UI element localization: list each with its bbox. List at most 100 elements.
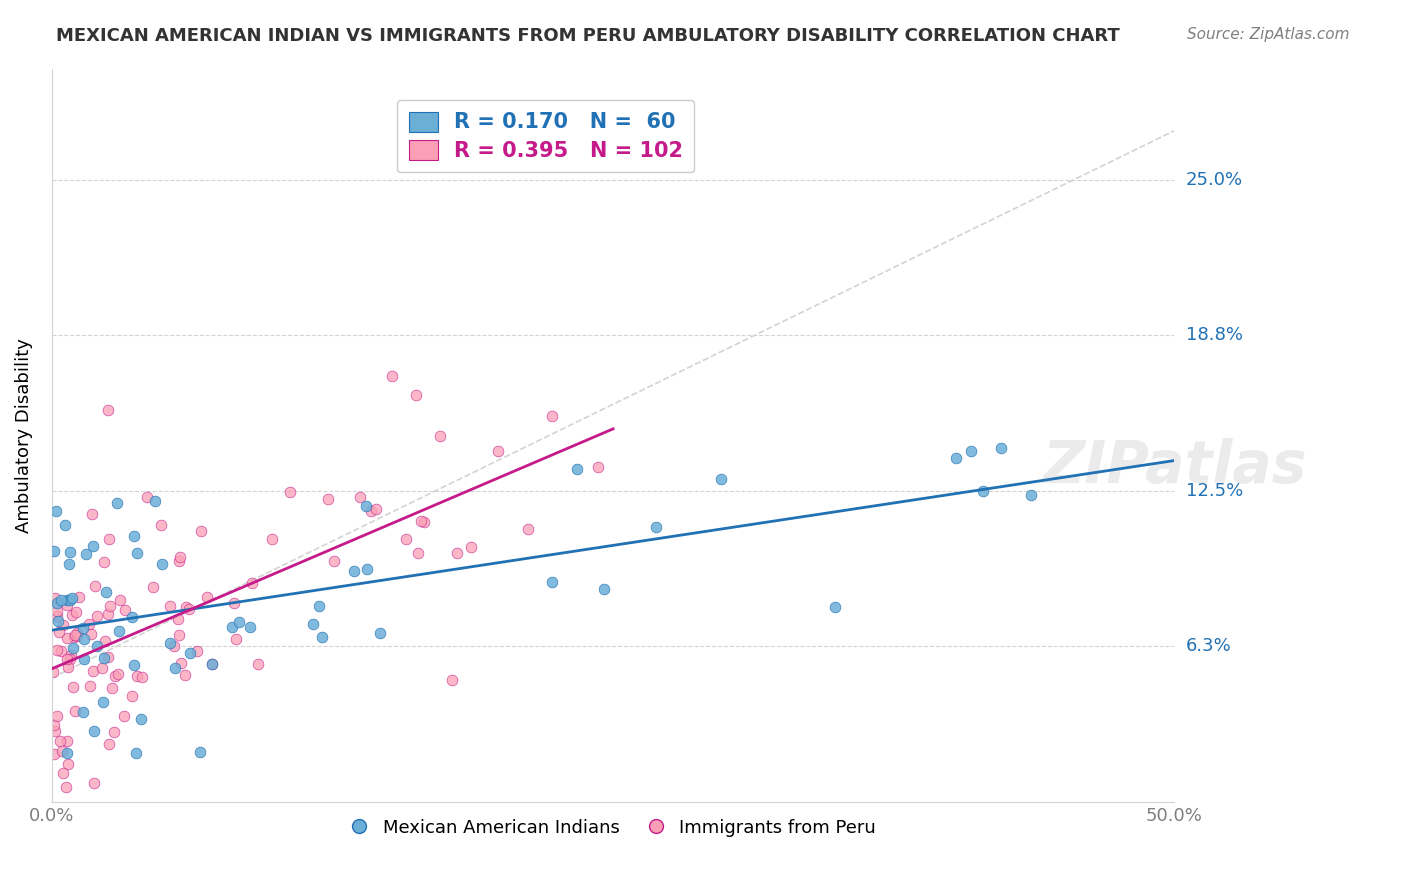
Point — [66, 626, 89, 640]
Point — [63, 628, 86, 642]
Point — [79, 680, 101, 694]
Point — [142, 580, 165, 594]
Point — [121, 689, 143, 703]
Point — [186, 644, 208, 658]
Point — [49, 733, 72, 747]
Point — [80, 507, 103, 521]
Point — [104, 669, 127, 683]
Point — [159, 599, 181, 613]
Point — [46, 709, 69, 723]
Point — [166, 612, 188, 626]
Point — [486, 444, 509, 458]
Point — [76, 547, 98, 561]
Point — [122, 529, 145, 543]
Point — [409, 514, 432, 528]
Point — [72, 706, 94, 720]
Point — [51, 765, 73, 780]
Point — [44, 724, 66, 739]
Point — [406, 546, 429, 560]
Point — [56, 746, 79, 760]
Point — [188, 745, 211, 759]
Point — [56, 632, 79, 646]
Point — [349, 490, 371, 504]
Point — [302, 617, 325, 632]
Point — [225, 632, 247, 646]
Point — [56, 651, 79, 665]
Point — [86, 639, 108, 653]
Point — [824, 600, 846, 615]
Point — [86, 608, 108, 623]
Point — [150, 557, 173, 571]
Point — [278, 484, 301, 499]
Point — [93, 651, 115, 665]
Point — [72, 621, 94, 635]
Point — [112, 709, 135, 723]
Text: 18.8%: 18.8% — [1185, 326, 1243, 343]
Point — [990, 442, 1012, 456]
Point — [413, 516, 436, 530]
Point — [63, 704, 86, 718]
Point — [460, 540, 482, 554]
Point — [82, 665, 104, 679]
Point — [73, 651, 96, 665]
Point — [83, 775, 105, 789]
Point — [159, 636, 181, 650]
Point — [91, 695, 114, 709]
Point — [129, 712, 152, 726]
Point — [82, 540, 104, 554]
Point — [190, 524, 212, 539]
Point — [97, 607, 120, 622]
Point — [586, 459, 609, 474]
Point — [58, 659, 80, 673]
Point — [114, 602, 136, 616]
Point — [107, 624, 129, 638]
Point — [66, 629, 89, 643]
Point — [59, 652, 82, 666]
Point — [45, 504, 67, 518]
Point — [239, 620, 262, 634]
Point — [395, 532, 418, 546]
Point — [83, 724, 105, 739]
Point — [195, 590, 218, 604]
Point — [262, 532, 284, 546]
Point — [169, 554, 191, 568]
Point — [360, 504, 382, 518]
Point — [46, 614, 69, 628]
Point — [45, 604, 67, 618]
Point — [56, 756, 79, 771]
Point — [60, 607, 83, 622]
Point — [228, 615, 250, 629]
Point — [62, 640, 84, 655]
Point — [959, 444, 981, 458]
Point — [125, 546, 148, 560]
Point — [316, 491, 339, 506]
Point — [48, 625, 70, 640]
Point — [1021, 488, 1043, 502]
Point — [101, 681, 124, 696]
Point — [163, 640, 186, 654]
Point — [710, 472, 733, 486]
Point — [201, 657, 224, 672]
Point — [370, 626, 392, 640]
Point — [73, 632, 96, 647]
Point — [517, 522, 540, 536]
Point — [97, 403, 120, 417]
Point — [440, 673, 463, 688]
Point — [46, 596, 69, 610]
Point — [93, 633, 115, 648]
Point — [247, 657, 270, 672]
Point — [169, 628, 191, 642]
Point — [169, 549, 191, 564]
Point — [165, 661, 187, 675]
Point — [52, 618, 75, 632]
Point — [593, 582, 616, 596]
Point — [364, 502, 387, 516]
Point — [108, 592, 131, 607]
Point — [221, 620, 243, 634]
Point — [56, 593, 79, 607]
Point — [174, 600, 197, 615]
Point — [51, 744, 73, 758]
Point — [103, 725, 125, 739]
Point — [65, 605, 87, 619]
Point — [381, 369, 404, 384]
